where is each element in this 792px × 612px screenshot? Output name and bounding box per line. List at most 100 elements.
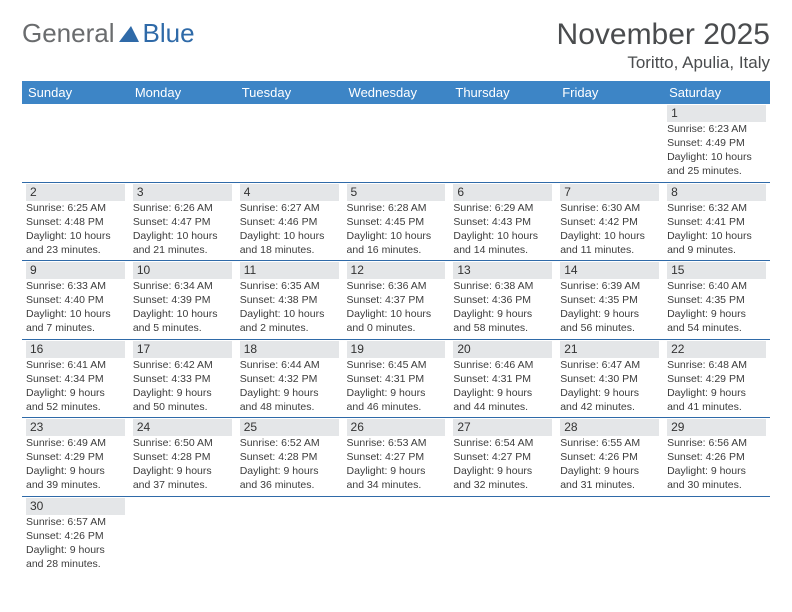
day-number: 4 [240,184,339,201]
sunset-text: Sunset: 4:42 PM [560,215,659,229]
calendar-cell [22,104,129,182]
sunrise-text: Sunrise: 6:52 AM [240,436,339,450]
weekday-header: Wednesday [343,81,450,104]
sunrise-text: Sunrise: 6:55 AM [560,436,659,450]
calendar-cell: 6Sunrise: 6:29 AMSunset: 4:43 PMDaylight… [449,182,556,261]
sunrise-text: Sunrise: 6:28 AM [347,201,446,215]
day-number: 6 [453,184,552,201]
sunrise-text: Sunrise: 6:42 AM [133,358,232,372]
sunset-text: Sunset: 4:36 PM [453,293,552,307]
sunset-text: Sunset: 4:45 PM [347,215,446,229]
daylight-text: Daylight: 9 hours [133,464,232,478]
sunset-text: Sunset: 4:29 PM [667,372,766,386]
calendar-cell [663,496,770,574]
daylight-text: Daylight: 9 hours [26,543,125,557]
day-number: 21 [560,341,659,358]
day-number: 9 [26,262,125,279]
sunset-text: Sunset: 4:27 PM [347,450,446,464]
day-number: 30 [26,498,125,515]
sunrise-text: Sunrise: 6:47 AM [560,358,659,372]
daylight-text: Daylight: 10 hours [347,307,446,321]
calendar-cell [556,496,663,574]
sunrise-text: Sunrise: 6:25 AM [26,201,125,215]
location-text: Toritto, Apulia, Italy [557,53,770,73]
daylight-text: Daylight: 9 hours [26,386,125,400]
sunrise-text: Sunrise: 6:53 AM [347,436,446,450]
sunrise-text: Sunrise: 6:36 AM [347,279,446,293]
day-number [560,105,659,122]
daylight-text: and 21 minutes. [133,243,232,257]
daylight-text: and 42 minutes. [560,400,659,414]
daylight-text: Daylight: 10 hours [453,229,552,243]
day-number: 5 [347,184,446,201]
calendar-cell: 9Sunrise: 6:33 AMSunset: 4:40 PMDaylight… [22,261,129,340]
day-number [347,105,446,122]
calendar-cell: 19Sunrise: 6:45 AMSunset: 4:31 PMDayligh… [343,339,450,418]
daylight-text: and 34 minutes. [347,478,446,492]
sunset-text: Sunset: 4:39 PM [133,293,232,307]
daylight-text: Daylight: 9 hours [453,386,552,400]
calendar-cell: 30Sunrise: 6:57 AMSunset: 4:26 PMDayligh… [22,496,129,574]
day-number: 25 [240,419,339,436]
day-number [560,498,659,515]
calendar-cell: 11Sunrise: 6:35 AMSunset: 4:38 PMDayligh… [236,261,343,340]
daylight-text: and 50 minutes. [133,400,232,414]
calendar-cell: 22Sunrise: 6:48 AMSunset: 4:29 PMDayligh… [663,339,770,418]
sunrise-text: Sunrise: 6:23 AM [667,122,766,136]
daylight-text: Daylight: 10 hours [133,229,232,243]
weekday-header: Monday [129,81,236,104]
calendar-cell: 10Sunrise: 6:34 AMSunset: 4:39 PMDayligh… [129,261,236,340]
calendar-cell: 24Sunrise: 6:50 AMSunset: 4:28 PMDayligh… [129,418,236,497]
daylight-text: Daylight: 9 hours [133,386,232,400]
daylight-text: and 31 minutes. [560,478,659,492]
sunrise-text: Sunrise: 6:39 AM [560,279,659,293]
sunset-text: Sunset: 4:27 PM [453,450,552,464]
calendar-cell: 8Sunrise: 6:32 AMSunset: 4:41 PMDaylight… [663,182,770,261]
calendar-table: Sunday Monday Tuesday Wednesday Thursday… [22,81,770,574]
daylight-text: and 46 minutes. [347,400,446,414]
daylight-text: Daylight: 10 hours [26,229,125,243]
daylight-text: Daylight: 9 hours [453,307,552,321]
daylight-text: and 14 minutes. [453,243,552,257]
daylight-text: and 56 minutes. [560,321,659,335]
day-number: 22 [667,341,766,358]
logo-word1: General [22,18,115,49]
page: General Blue November 2025 Toritto, Apul… [0,0,792,612]
daylight-text: Daylight: 10 hours [560,229,659,243]
day-number: 8 [667,184,766,201]
sunset-text: Sunset: 4:32 PM [240,372,339,386]
daylight-text: and 0 minutes. [347,321,446,335]
sunset-text: Sunset: 4:46 PM [240,215,339,229]
daylight-text: Daylight: 10 hours [133,307,232,321]
calendar-cell: 20Sunrise: 6:46 AMSunset: 4:31 PMDayligh… [449,339,556,418]
calendar-cell: 13Sunrise: 6:38 AMSunset: 4:36 PMDayligh… [449,261,556,340]
day-number: 24 [133,419,232,436]
sunrise-text: Sunrise: 6:30 AM [560,201,659,215]
daylight-text: and 32 minutes. [453,478,552,492]
sunrise-text: Sunrise: 6:40 AM [667,279,766,293]
daylight-text: Daylight: 9 hours [560,464,659,478]
sunset-text: Sunset: 4:31 PM [453,372,552,386]
day-number: 11 [240,262,339,279]
day-number: 27 [453,419,552,436]
sunset-text: Sunset: 4:29 PM [26,450,125,464]
calendar-week-row: 1Sunrise: 6:23 AMSunset: 4:49 PMDaylight… [22,104,770,182]
calendar-cell: 26Sunrise: 6:53 AMSunset: 4:27 PMDayligh… [343,418,450,497]
calendar-cell [449,496,556,574]
day-number: 14 [560,262,659,279]
calendar-cell: 1Sunrise: 6:23 AMSunset: 4:49 PMDaylight… [663,104,770,182]
daylight-text: and 11 minutes. [560,243,659,257]
sunset-text: Sunset: 4:41 PM [667,215,766,229]
sunrise-text: Sunrise: 6:54 AM [453,436,552,450]
weekday-header: Friday [556,81,663,104]
calendar-cell: 15Sunrise: 6:40 AMSunset: 4:35 PMDayligh… [663,261,770,340]
sunset-text: Sunset: 4:30 PM [560,372,659,386]
daylight-text: and 28 minutes. [26,557,125,571]
day-number [133,498,232,515]
day-number: 17 [133,341,232,358]
daylight-text: Daylight: 10 hours [240,229,339,243]
daylight-text: and 36 minutes. [240,478,339,492]
daylight-text: and 37 minutes. [133,478,232,492]
daylight-text: Daylight: 9 hours [560,307,659,321]
sunrise-text: Sunrise: 6:41 AM [26,358,125,372]
